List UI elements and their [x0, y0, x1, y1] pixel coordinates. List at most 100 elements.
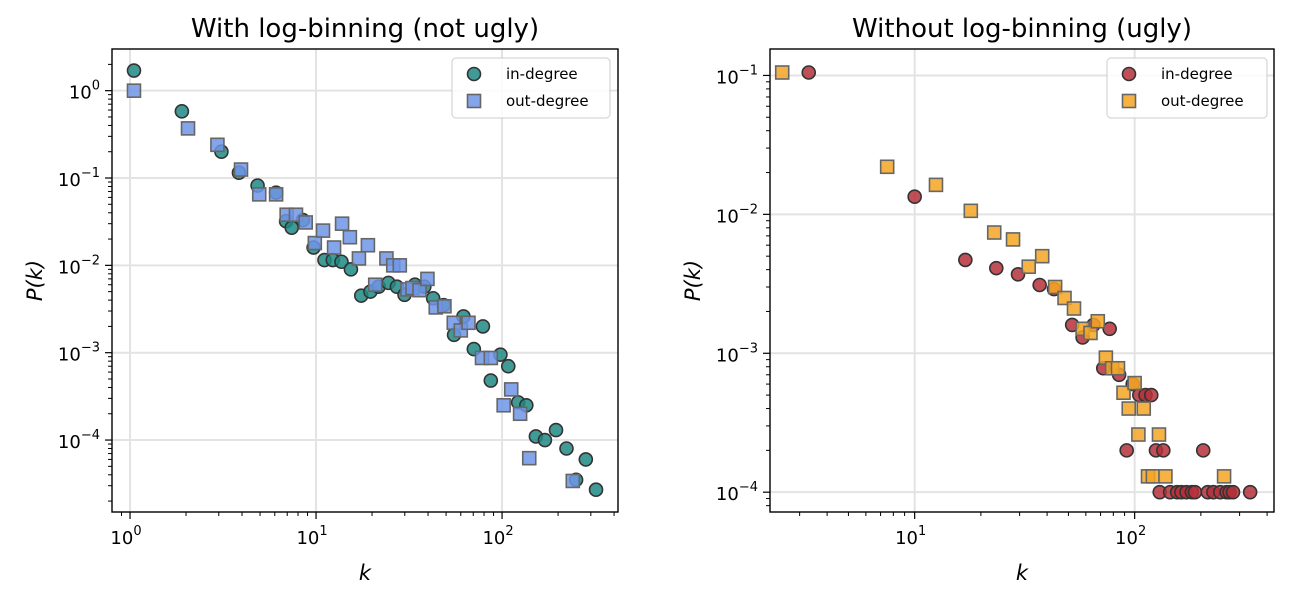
data-point: [1116, 385, 1131, 401]
series-out-degree: [126, 83, 581, 489]
data-point: [1047, 279, 1063, 295]
data-point: [1143, 387, 1159, 403]
data-point: [537, 432, 553, 448]
data-point: [801, 65, 817, 80]
data-point: [879, 159, 895, 175]
y-tick-label: 100: [69, 79, 100, 104]
data-point: [307, 235, 323, 251]
data-point: [1005, 232, 1021, 247]
data-point: [412, 282, 427, 298]
data-point: [512, 406, 528, 422]
legend-marker: [466, 66, 482, 82]
data-point: [1187, 484, 1203, 500]
legend-label: out-degree: [1161, 92, 1244, 110]
data-point: [500, 358, 516, 374]
data-point: [1127, 375, 1142, 391]
x-tick-label: 101: [296, 524, 327, 549]
data-point: [483, 350, 499, 366]
data-point: [437, 298, 452, 314]
data-point: [180, 121, 196, 136]
data-point: [1195, 443, 1211, 458]
data-point: [503, 382, 519, 397]
data-point: [461, 315, 476, 331]
chart-title: Without log-binning (ugly): [852, 14, 1192, 44]
data-point: [334, 254, 349, 270]
data-point: [1136, 401, 1152, 416]
axes-frame: [111, 48, 619, 513]
y-tick-label: 10−1: [716, 63, 758, 88]
data-point: [126, 63, 142, 78]
data-point: [174, 104, 190, 119]
data-point: [342, 229, 358, 245]
chart-panel-2: 101 102 10−1 10−2 10−3 10−4 Without log-binnin…: [681, 14, 1275, 585]
y-tick-label: 10−4: [716, 480, 758, 505]
axes-frame: [769, 48, 1275, 513]
data-point: [1121, 401, 1137, 416]
data-point: [360, 237, 376, 253]
data-point: [496, 397, 511, 413]
legend-label: out-degree: [506, 92, 589, 110]
data-point: [1119, 443, 1134, 458]
data-point: [251, 187, 267, 202]
y-tick-label: 10−3: [716, 341, 758, 366]
legend-marker: [1121, 66, 1137, 82]
legend: in-degree out-degree: [1106, 57, 1268, 119]
data-point: [1102, 321, 1117, 337]
chart-panel-1: 100 101 102 100 10−1 10−2 10−3 10−4 With log-bin…: [23, 14, 619, 585]
x-axis-label: k: [359, 561, 372, 585]
data-point: [907, 189, 922, 204]
data-point: [928, 177, 944, 193]
data-point: [233, 162, 249, 177]
data-point: [1066, 301, 1082, 316]
data-point: [315, 223, 331, 238]
data-point: [988, 260, 1004, 276]
legend: in-degree out-degree: [451, 57, 611, 119]
x-tick-label: 101: [895, 524, 926, 549]
data-point: [284, 220, 300, 235]
data-point: [1242, 484, 1258, 500]
x-tick-label: 102: [482, 524, 513, 549]
legend-marker: [466, 93, 482, 109]
legend-box: [451, 57, 611, 119]
series-in-degree: [126, 63, 604, 498]
data-point: [1225, 484, 1241, 500]
series-out-degree: [774, 65, 1232, 484]
data-point: [588, 482, 604, 498]
data-point: [774, 65, 790, 80]
y-tick-label: 10−3: [58, 341, 100, 366]
data-point: [1131, 427, 1146, 442]
data-point: [1145, 469, 1161, 484]
legend-label: in-degree: [506, 65, 578, 83]
data-point: [578, 452, 594, 467]
data-point: [1110, 360, 1126, 376]
chart-title: With log-binning (not ugly): [191, 14, 539, 44]
data-point: [1090, 313, 1106, 329]
data-point: [326, 240, 342, 255]
y-tick-label: 10−1: [58, 166, 100, 191]
data-point: [565, 473, 581, 489]
data-point: [351, 251, 367, 266]
x-tick-label: 102: [1115, 524, 1146, 549]
legend-label: in-degree: [1161, 65, 1233, 83]
legend-box: [1106, 57, 1268, 119]
data-point: [1156, 443, 1171, 458]
data-point: [268, 187, 284, 202]
data-point: [1216, 469, 1232, 484]
y-axis-label: P(k): [23, 260, 47, 301]
x-axis-label: k: [1016, 561, 1029, 585]
data-point: [475, 319, 491, 334]
y-tick-label: 10−2: [716, 202, 758, 227]
data-point: [1021, 259, 1037, 274]
data-point: [521, 450, 537, 466]
data-point: [367, 277, 383, 293]
data-point: [963, 203, 979, 219]
data-point: [958, 252, 973, 268]
data-point: [1151, 427, 1167, 442]
data-point: [986, 225, 1002, 240]
y-axis-label: P(k): [681, 260, 705, 301]
data-point: [210, 137, 225, 153]
data-point: [483, 373, 499, 388]
data-point: [392, 258, 408, 273]
y-tick-label: 10−4: [58, 428, 100, 453]
